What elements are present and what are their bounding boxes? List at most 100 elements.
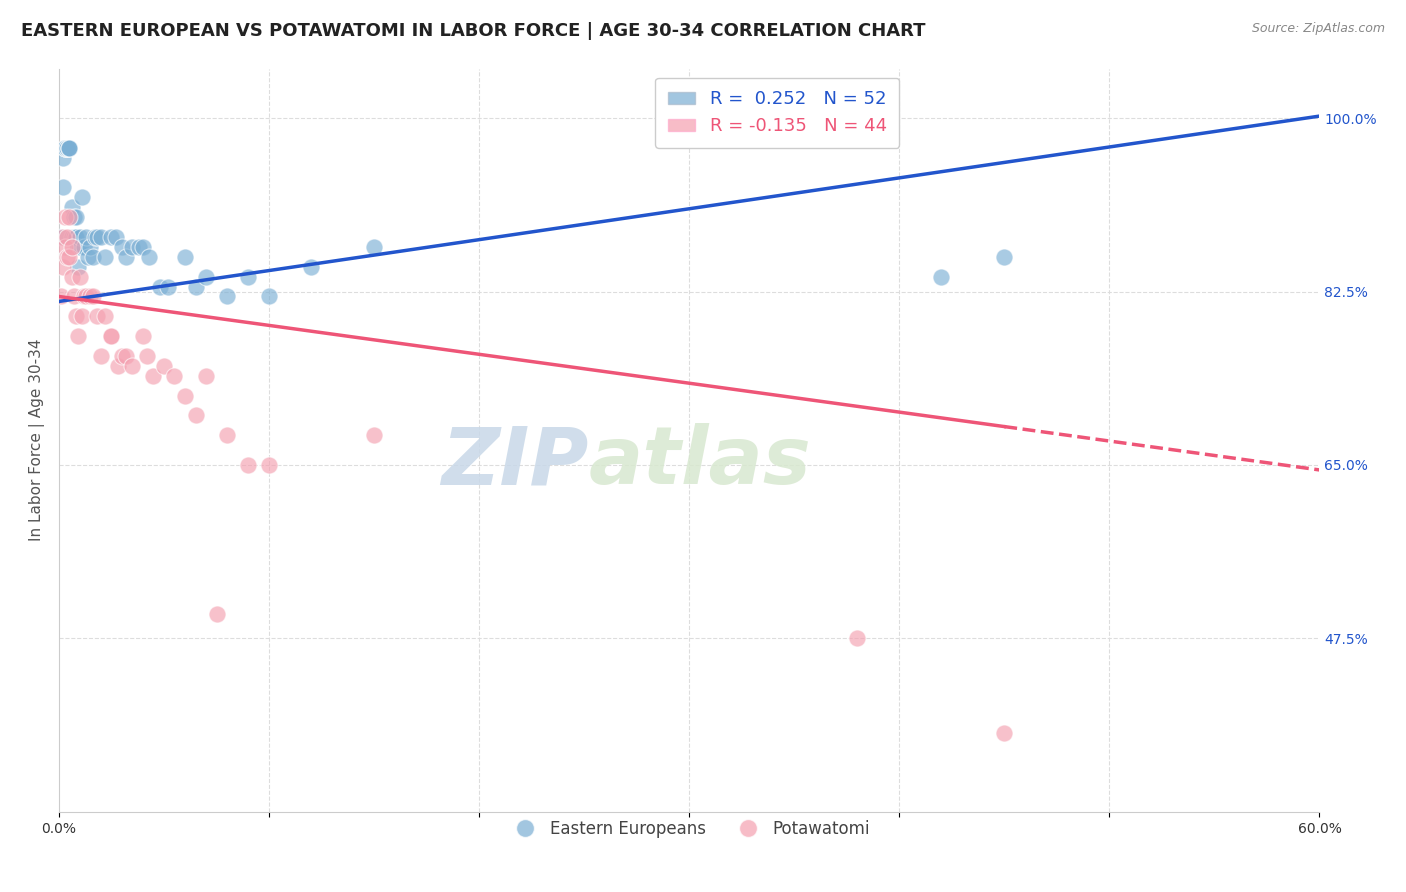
Point bbox=[62, 210, 84, 224]
Point bbox=[236, 269, 259, 284]
Point bbox=[58, 141, 80, 155]
Point bbox=[65, 310, 87, 324]
Point bbox=[60, 200, 83, 214]
Point bbox=[90, 349, 112, 363]
Point bbox=[132, 240, 155, 254]
Point bbox=[363, 428, 385, 442]
Point bbox=[257, 458, 280, 472]
Point bbox=[52, 230, 75, 244]
Point bbox=[83, 230, 105, 244]
Point bbox=[174, 250, 197, 264]
Point bbox=[62, 289, 84, 303]
Point bbox=[142, 368, 165, 383]
Point bbox=[184, 279, 207, 293]
Point bbox=[121, 240, 143, 254]
Point bbox=[66, 260, 89, 274]
Point bbox=[69, 240, 91, 254]
Point bbox=[70, 310, 93, 324]
Point bbox=[163, 368, 186, 383]
Text: EASTERN EUROPEAN VS POTAWATOMI IN LABOR FORCE | AGE 30-34 CORRELATION CHART: EASTERN EUROPEAN VS POTAWATOMI IN LABOR … bbox=[21, 22, 925, 40]
Point bbox=[846, 632, 869, 646]
Point bbox=[75, 230, 97, 244]
Point bbox=[215, 289, 238, 303]
Point bbox=[53, 141, 76, 155]
Point bbox=[79, 240, 101, 254]
Point bbox=[56, 230, 79, 244]
Point bbox=[115, 349, 138, 363]
Point bbox=[299, 260, 322, 274]
Point bbox=[149, 279, 172, 293]
Point bbox=[49, 289, 72, 303]
Point bbox=[94, 250, 117, 264]
Text: ZIP: ZIP bbox=[441, 424, 588, 501]
Point bbox=[115, 250, 138, 264]
Y-axis label: In Labor Force | Age 30-34: In Labor Force | Age 30-34 bbox=[30, 339, 45, 541]
Point bbox=[205, 607, 228, 621]
Point bbox=[153, 359, 176, 373]
Point bbox=[184, 409, 207, 423]
Point bbox=[65, 210, 87, 224]
Point bbox=[363, 240, 385, 254]
Point bbox=[66, 240, 89, 254]
Point bbox=[66, 329, 89, 343]
Point bbox=[69, 269, 91, 284]
Point bbox=[94, 310, 117, 324]
Point bbox=[86, 310, 108, 324]
Point bbox=[52, 260, 75, 274]
Point bbox=[69, 230, 91, 244]
Point bbox=[56, 141, 79, 155]
Point bbox=[111, 349, 134, 363]
Point bbox=[111, 240, 134, 254]
Point bbox=[136, 349, 159, 363]
Text: Source: ZipAtlas.com: Source: ZipAtlas.com bbox=[1251, 22, 1385, 36]
Point bbox=[195, 368, 218, 383]
Point bbox=[236, 458, 259, 472]
Point bbox=[56, 141, 79, 155]
Point bbox=[215, 428, 238, 442]
Point bbox=[65, 230, 87, 244]
Point bbox=[82, 250, 104, 264]
Point bbox=[56, 250, 79, 264]
Point bbox=[100, 329, 122, 343]
Point bbox=[86, 230, 108, 244]
Point bbox=[90, 230, 112, 244]
Point bbox=[257, 289, 280, 303]
Point bbox=[174, 388, 197, 402]
Point bbox=[70, 190, 93, 204]
Point bbox=[65, 230, 87, 244]
Point bbox=[121, 359, 143, 373]
Point bbox=[100, 329, 122, 343]
Point bbox=[73, 289, 96, 303]
Point bbox=[53, 240, 76, 254]
Point bbox=[82, 289, 104, 303]
Point bbox=[929, 269, 952, 284]
Point bbox=[58, 210, 80, 224]
Point bbox=[73, 240, 96, 254]
Text: atlas: atlas bbox=[588, 424, 811, 501]
Point bbox=[60, 240, 83, 254]
Point bbox=[53, 141, 76, 155]
Point bbox=[49, 230, 72, 244]
Point bbox=[52, 151, 75, 165]
Legend: Eastern Europeans, Potawatomi: Eastern Europeans, Potawatomi bbox=[502, 814, 877, 845]
Point bbox=[58, 250, 80, 264]
Point bbox=[107, 359, 129, 373]
Point bbox=[993, 725, 1015, 739]
Point bbox=[195, 269, 218, 284]
Point bbox=[138, 250, 160, 264]
Point bbox=[60, 269, 83, 284]
Point bbox=[77, 250, 100, 264]
Point bbox=[53, 210, 76, 224]
Point bbox=[128, 240, 150, 254]
Point bbox=[58, 141, 80, 155]
Point bbox=[132, 329, 155, 343]
Point bbox=[60, 230, 83, 244]
Point bbox=[100, 230, 122, 244]
Point bbox=[79, 289, 101, 303]
Point bbox=[157, 279, 180, 293]
Point bbox=[62, 230, 84, 244]
Point bbox=[993, 250, 1015, 264]
Point bbox=[75, 289, 97, 303]
Point bbox=[52, 180, 75, 194]
Point bbox=[58, 141, 80, 155]
